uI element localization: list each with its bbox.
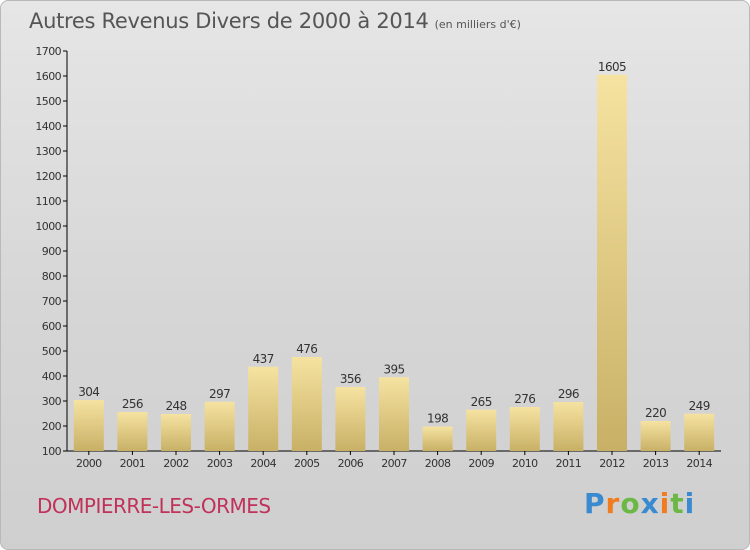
bar-value-label: 356 (340, 372, 361, 386)
bar-2008 (422, 426, 453, 451)
bar-value-label: 304 (78, 385, 99, 399)
y-tick-label: 1600 (35, 70, 61, 83)
value-labels: 304 256 248 297 437 476 356 395 198 265 276 296 1605… (78, 60, 710, 426)
logo-letter: P (584, 487, 606, 520)
bar-value-label: 296 (558, 387, 579, 401)
chart-title: Autres Revenus Divers de 2000 à 2014 (en … (29, 9, 521, 33)
bar-2010 (509, 407, 540, 451)
logo-letter: i (684, 487, 696, 520)
bar-2014 (684, 413, 715, 451)
chart-unit: (en milliers d'€) (434, 18, 521, 31)
y-tick-label: 1300 (35, 145, 61, 158)
x-tick-label: 2005 (294, 457, 320, 470)
bar-value-label: 249 (689, 399, 710, 413)
bar-value-label: 220 (645, 406, 666, 420)
y-tick-label: 500 (42, 345, 62, 358)
bar-2000 (73, 400, 104, 451)
x-tick-label: 2012 (599, 457, 625, 470)
x-tick-label: 2014 (686, 457, 712, 470)
bar-2002 (161, 414, 191, 451)
y-tick-label: 1500 (35, 95, 61, 108)
bar-value-label: 437 (253, 352, 274, 366)
x-tick-label: 2001 (120, 457, 146, 470)
x-tick-label: 2013 (643, 457, 669, 470)
x-tick-label: 2000 (76, 457, 102, 470)
logo-letter: i (659, 487, 671, 520)
bars (73, 74, 715, 451)
y-tick-label: 600 (42, 320, 62, 333)
bar-value-label: 1605 (598, 60, 626, 74)
x-tick-label: 2006 (338, 457, 364, 470)
chart-title-text: Autres Revenus Divers de 2000 à 2014 (29, 9, 429, 33)
bar-value-label: 276 (514, 392, 535, 406)
y-tick-label: 1100 (35, 195, 61, 208)
x-tick-label: 2004 (250, 457, 276, 470)
x-tick-label: 2002 (163, 457, 189, 470)
y-tick-label: 300 (42, 395, 62, 408)
bar-value-label: 265 (471, 395, 492, 409)
x-tick-label: 2003 (207, 457, 233, 470)
y-tick-label: 1700 (35, 45, 61, 58)
x-tick-label: 2009 (468, 457, 494, 470)
logo-letter: x (640, 487, 660, 520)
y-tick-label: 400 (42, 370, 62, 383)
logo-letter: o (620, 487, 641, 520)
commune-name: DOMPIERRE-LES-ORMES (37, 494, 271, 518)
bar-value-label: 476 (296, 342, 317, 356)
bar-2006 (335, 387, 366, 451)
bar-2013 (640, 421, 671, 451)
logo-letter: t (670, 487, 685, 520)
y-tick-label: 900 (42, 245, 62, 258)
bar-value-label: 395 (383, 362, 404, 376)
logo-letter: r (605, 487, 621, 520)
y-tick-label: 1200 (35, 170, 61, 183)
y-tick-label: 800 (42, 270, 62, 283)
bar-2007 (379, 377, 409, 451)
bar-value-label: 198 (427, 412, 448, 426)
x-tick-label: 2008 (425, 457, 451, 470)
bar-2009 (466, 409, 497, 451)
y-tick-label: 200 (42, 420, 62, 433)
bar-value-label: 248 (165, 399, 186, 413)
bar-value-label: 256 (122, 397, 143, 411)
x-axis: 2000 2001 2002 2003 2004 2005 2006 2007 2008 2009… (67, 450, 721, 470)
x-tick-label: 2007 (381, 457, 407, 470)
y-tick-label: 100 (42, 445, 62, 458)
x-tick-label: 2010 (512, 457, 538, 470)
bar-2003 (204, 401, 235, 451)
y-tick-label: 1400 (35, 120, 61, 133)
y-axis: 100 200 300 400 500 600 700 800 900 1000 1100 1200 1… (35, 45, 68, 458)
y-tick-label: 1000 (35, 220, 61, 233)
bar-2011 (553, 402, 584, 451)
y-tick-label: 700 (42, 295, 62, 308)
bar-2012 (597, 74, 627, 451)
bar-2004 (248, 366, 279, 451)
x-tick-label: 2011 (556, 457, 582, 470)
bar-value-label: 297 (209, 387, 230, 401)
bar-2005 (291, 357, 322, 451)
bar-2001 (117, 412, 148, 451)
proxiti-logo[interactable]: Proxiti (584, 487, 695, 520)
